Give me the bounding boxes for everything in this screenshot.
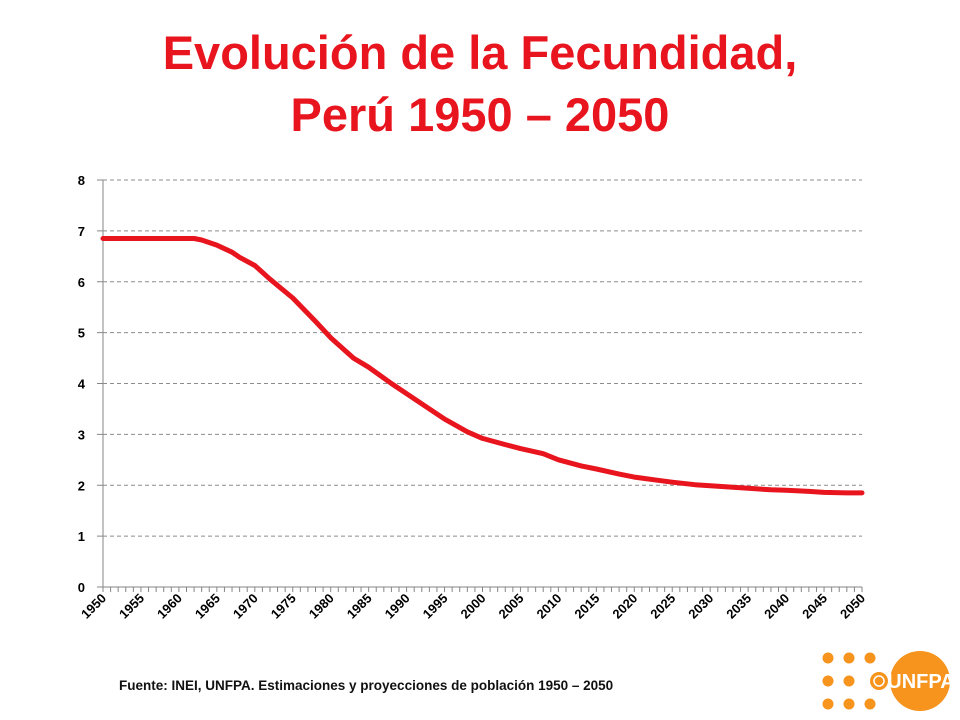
logo-dot-1 (843, 652, 855, 664)
x-tick-label-2035: 2035 (723, 591, 754, 622)
logo-dot-5 (822, 698, 834, 710)
y-tick-label-3: 3 (78, 427, 85, 442)
logo-circle (890, 651, 950, 711)
x-tick-label-1965: 1965 (192, 591, 223, 622)
x-tick-label-2005: 2005 (496, 591, 527, 622)
axes (97, 179, 863, 592)
source-note: Fuente: INEI, UNFPA. Estimaciones y proy… (119, 678, 614, 693)
x-tick-label-2045: 2045 (799, 591, 830, 622)
y-tick-label-0: 0 (78, 580, 85, 595)
un-emblem-globe (873, 675, 885, 687)
x-tick-label-2030: 2030 (685, 591, 716, 622)
unfpa-logo: UNFPA (822, 651, 955, 711)
y-tick-label-7: 7 (78, 224, 85, 239)
x-tick-label-1990: 1990 (382, 591, 413, 622)
logo-dot-3 (822, 675, 834, 687)
x-tick-label-2000: 2000 (458, 591, 489, 622)
x-tick-label-1980: 1980 (306, 591, 337, 622)
title-line-2: Perú 1950 – 2050 (290, 88, 670, 141)
un-emblem-icon (870, 672, 888, 690)
x-tick-label-1950: 1950 (78, 591, 109, 622)
x-tick-label-2020: 2020 (609, 591, 640, 622)
series-line-0 (100, 236, 865, 496)
logo-dots (822, 652, 876, 710)
x-tick-label-1955: 1955 (116, 591, 147, 622)
logo-dot-4 (843, 675, 855, 687)
logo-dot-7 (864, 698, 876, 710)
x-tick-label-1970: 1970 (230, 591, 261, 622)
data-series (100, 236, 865, 496)
y-tick-label-5: 5 (78, 326, 85, 341)
x-tick-label-2010: 2010 (533, 591, 564, 622)
logo-dot-2 (864, 652, 876, 664)
gridlines (103, 179, 862, 537)
y-tick-labels: 0 1 2 3 4 5 6 7 8 (78, 173, 86, 595)
x-tick-label-1975: 1975 (268, 591, 299, 622)
y-tick-label-8: 8 (78, 173, 85, 188)
logo-dot-6 (843, 698, 855, 710)
slide-title: Evolución de la Fecundidad, Perú 1950 – … (0, 22, 960, 146)
x-tick-label-1985: 1985 (344, 591, 375, 622)
y-tick-label-6: 6 (78, 275, 85, 290)
x-tick-label-2025: 2025 (647, 591, 678, 622)
y-tick-label-4: 4 (78, 377, 86, 392)
x-tick-label-2050: 2050 (837, 591, 868, 622)
x-tick-label-1960: 1960 (154, 591, 185, 622)
logo-text: UNFPA (887, 671, 954, 693)
y-tick-label-1: 1 (78, 529, 85, 544)
x-tick-label-2015: 2015 (571, 591, 602, 622)
logo-dot-0 (822, 652, 834, 664)
x-tick-labels: 1950 1955 1960 1965 1970 1975 1980 1985 1990 1995… (78, 591, 868, 622)
y-tick-label-2: 2 (78, 478, 85, 493)
x-tick-label-2040: 2040 (761, 591, 792, 622)
x-tick-label-1995: 1995 (420, 591, 451, 622)
title-line-1: Evolución de la Fecundidad, (162, 26, 798, 79)
